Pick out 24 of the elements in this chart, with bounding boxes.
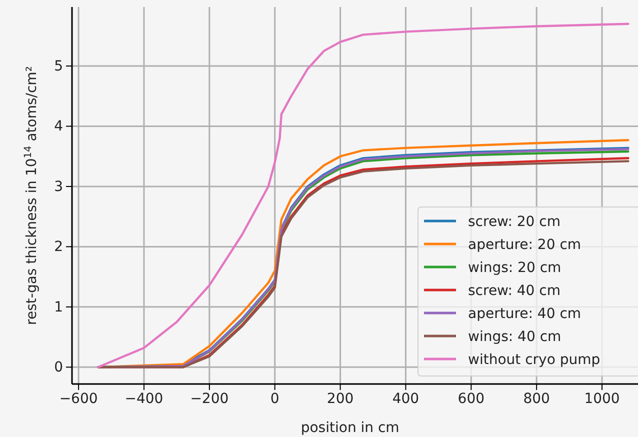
x-axis-title: position in cm: [300, 420, 400, 436]
y-tick-label: 4: [54, 118, 64, 135]
legend-label: wings: 20 cm: [468, 260, 562, 276]
legend-label: aperture: 20 cm: [468, 237, 582, 253]
x-tick-label: −200: [190, 390, 229, 407]
y-tick-label: 3: [54, 178, 63, 195]
x-tick-label: −600: [59, 390, 98, 407]
legend-label: aperture: 40 cm: [468, 306, 582, 322]
legend-label: screw: 40 cm: [468, 283, 561, 299]
x-tick-label: −400: [124, 390, 164, 407]
x-tick-label: 0: [270, 390, 280, 407]
x-tick-label: 400: [392, 390, 420, 407]
y-tick-label: 0: [54, 360, 63, 376]
y-tick-label: 1: [54, 299, 63, 316]
x-tick-label: 200: [326, 390, 354, 407]
legend-label: without cryo pump: [468, 352, 600, 368]
y-tick-label: 2: [54, 239, 63, 256]
x-tick-label: 800: [523, 390, 550, 407]
x-tick-label: 1000: [584, 390, 620, 407]
legend-label: wings: 40 cm: [468, 329, 562, 345]
legend-label: screw: 20 cm: [468, 214, 561, 230]
x-tick-label: 600: [458, 390, 485, 407]
line-series: [97, 22, 630, 368]
y-tick-label: 5: [54, 58, 63, 74]
